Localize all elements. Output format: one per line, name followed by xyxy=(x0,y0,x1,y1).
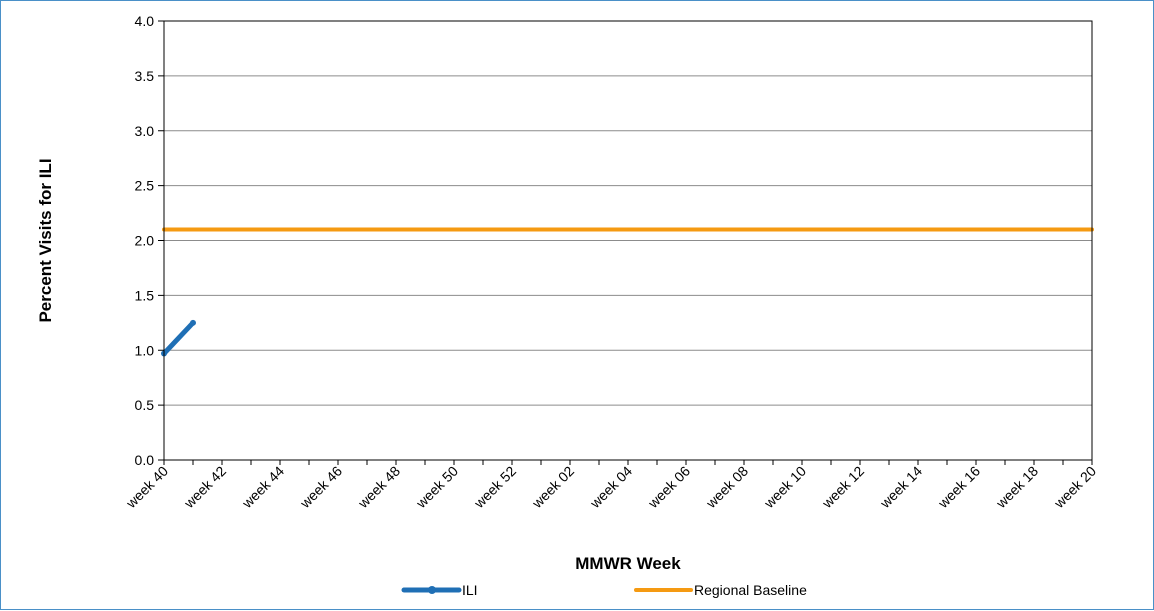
x-tick-label: week 14 xyxy=(876,463,925,512)
x-tick-label: week 16 xyxy=(934,463,983,512)
x-tick-label: week 10 xyxy=(760,463,809,512)
x-tick-label: week 44 xyxy=(238,463,287,512)
gridlines xyxy=(164,75,1092,406)
y-tick-label: 0.0 xyxy=(135,452,155,468)
x-tick-label: week 52 xyxy=(470,463,519,512)
x-tick-label: week 50 xyxy=(412,463,461,512)
y-axis-title: Percent Visits for ILI xyxy=(36,158,55,322)
x-tick-label: week 02 xyxy=(528,463,577,512)
legend-baseline-label: Regional Baseline xyxy=(694,582,807,598)
y-tick-label: 4.0 xyxy=(135,13,155,29)
y-tick-label: 1.5 xyxy=(135,287,155,303)
x-axis-title: MMWR Week xyxy=(575,554,681,573)
y-tick-label: 3.5 xyxy=(135,68,155,84)
x-tick-label: week 48 xyxy=(354,463,403,512)
x-tick-label: week 08 xyxy=(702,463,751,512)
series xyxy=(161,227,1094,357)
y-tick-label: 3.0 xyxy=(135,123,155,139)
legend: ILI Regional Baseline xyxy=(401,582,807,598)
x-tick-label: week 06 xyxy=(644,463,693,512)
legend-ili-marker xyxy=(428,586,436,594)
x-tick-label: week 46 xyxy=(296,463,345,512)
y-tick-label: 0.5 xyxy=(135,397,155,413)
ili-series-line xyxy=(161,320,196,357)
ili-data-point xyxy=(190,319,196,326)
x-tick-label: week 42 xyxy=(180,463,229,512)
legend-ili-label: ILI xyxy=(462,582,478,598)
x-tick-label: week 12 xyxy=(818,463,867,512)
x-tick-label: week 04 xyxy=(586,463,635,512)
x-tick-label: week 18 xyxy=(992,463,1041,512)
x-tick-label: week 20 xyxy=(1050,463,1099,512)
y-tick-label: 1.0 xyxy=(135,342,155,358)
x-tick-label: week 40 xyxy=(122,463,171,512)
y-tick-label: 2.0 xyxy=(135,233,155,249)
y-tick-label: 2.5 xyxy=(135,178,155,194)
